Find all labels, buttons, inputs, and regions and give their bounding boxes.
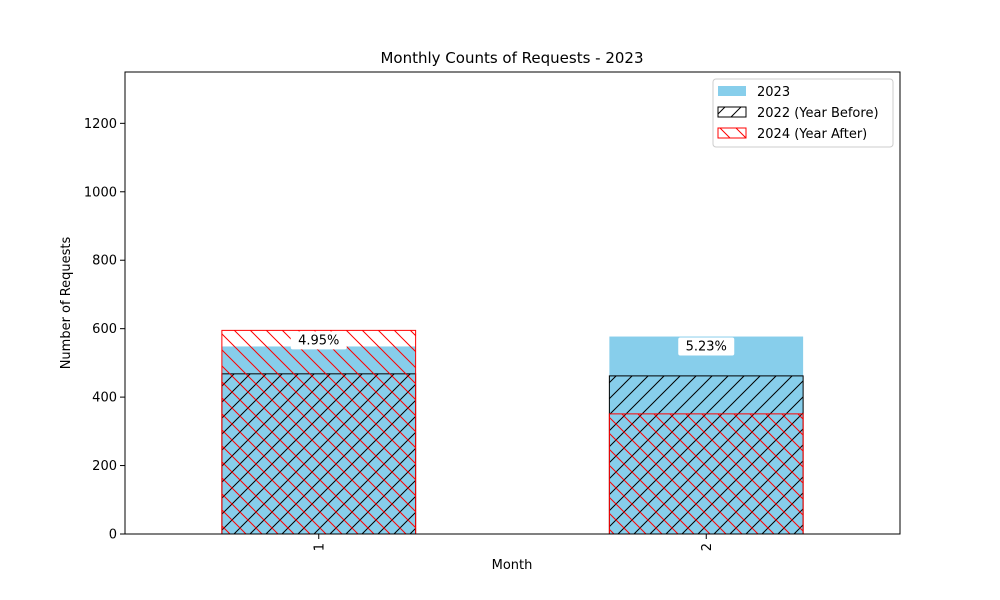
y-tick-label: 0 bbox=[109, 528, 117, 543]
legend-frame bbox=[712, 78, 894, 148]
annotation-label-2: 5.23% bbox=[686, 340, 727, 355]
annotation-box-2 bbox=[678, 337, 735, 356]
x-axis-label: Month bbox=[492, 558, 533, 573]
y-tick-label: 600 bbox=[92, 322, 117, 337]
legend-swatch-2 bbox=[717, 106, 747, 118]
y-axis-label: Number of Requests bbox=[59, 236, 74, 369]
annotation-label-1: 4.95% bbox=[298, 333, 339, 348]
legend-label-2: 2022 (Year Before) bbox=[757, 106, 879, 121]
y-tick-label: 1200 bbox=[84, 117, 117, 132]
legend-label-3: 2024 (Year After) bbox=[757, 127, 867, 142]
y-tick-label: 400 bbox=[92, 391, 117, 406]
y-axis: 0 200 400 600 800 1000 1200 bbox=[84, 117, 125, 543]
x-tick-label: 2 bbox=[700, 543, 715, 551]
y-tick-label: 1000 bbox=[84, 185, 117, 200]
bar-3-1 bbox=[221, 329, 417, 535]
legend-swatch-1 bbox=[718, 86, 746, 96]
bars-layer bbox=[221, 329, 804, 535]
legend-swatch-3 bbox=[717, 127, 747, 139]
plot-frame bbox=[124, 71, 901, 535]
chart-title: Monthly Counts of Requests - 2023 bbox=[380, 49, 643, 67]
x-tick-label: 1 bbox=[312, 543, 327, 551]
y-tick-label: 800 bbox=[92, 254, 117, 269]
legend: 2023 2022 (Year Before) 2024 (Year After) bbox=[712, 78, 894, 148]
bar-3-2 bbox=[608, 413, 804, 535]
legend-label-1: 2023 bbox=[757, 85, 790, 100]
annotations-layer: 4.95% 5.23% bbox=[290, 331, 735, 356]
y-tick-label: 200 bbox=[92, 459, 117, 474]
annotation-box-1 bbox=[290, 331, 347, 350]
